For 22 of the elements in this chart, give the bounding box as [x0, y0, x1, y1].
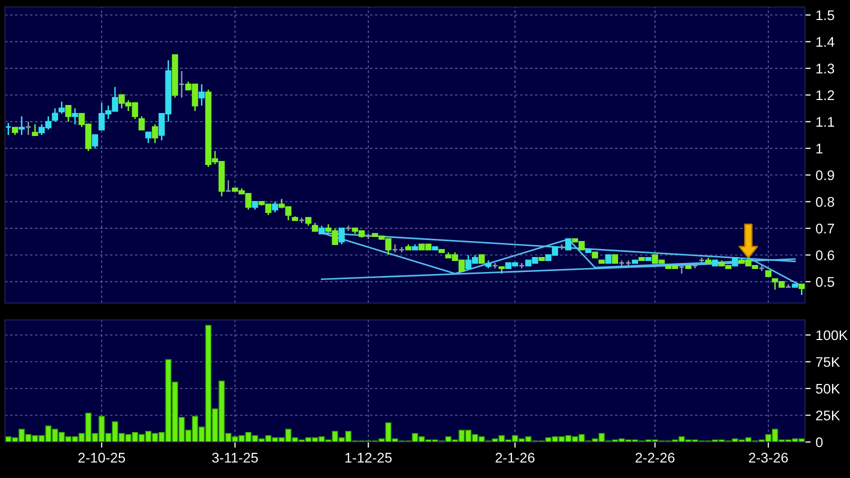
y-tick-label: 0.7 — [816, 224, 834, 234]
x-tick-label: 2-3-26 — [748, 452, 788, 463]
x-tick-label: 2-2-26 — [636, 452, 674, 463]
y-tick-label: 1.2 — [816, 90, 834, 100]
y-tick-label: 0 — [816, 437, 823, 448]
y-tick-label: 1.3 — [816, 64, 834, 74]
y-tick-label: 0.6 — [816, 250, 834, 260]
x-tick-label: 2-1-26 — [496, 452, 534, 463]
x-tick-label: 2-10-25 — [78, 452, 126, 463]
y-tick-label: 50K — [816, 384, 840, 394]
y-tick-label: 1.1 — [816, 117, 834, 127]
y-tick-label: 0.8 — [816, 197, 834, 207]
y-tick-label: 1.4 — [816, 37, 834, 47]
x-tick-label: 1-12-25 — [345, 452, 392, 463]
y-tick-label: 100K — [816, 330, 848, 340]
y-tick-label: 0.5 — [816, 277, 834, 287]
y-tick-label: 25K — [816, 410, 840, 420]
y-tick-label: 1.5 — [816, 10, 834, 20]
y-tick-label: 0.9 — [816, 170, 834, 180]
y-tick-label: 75K — [816, 357, 840, 367]
y-tick-label: 1 — [816, 144, 822, 154]
x-tick-label: 3-11-25 — [212, 452, 258, 463]
